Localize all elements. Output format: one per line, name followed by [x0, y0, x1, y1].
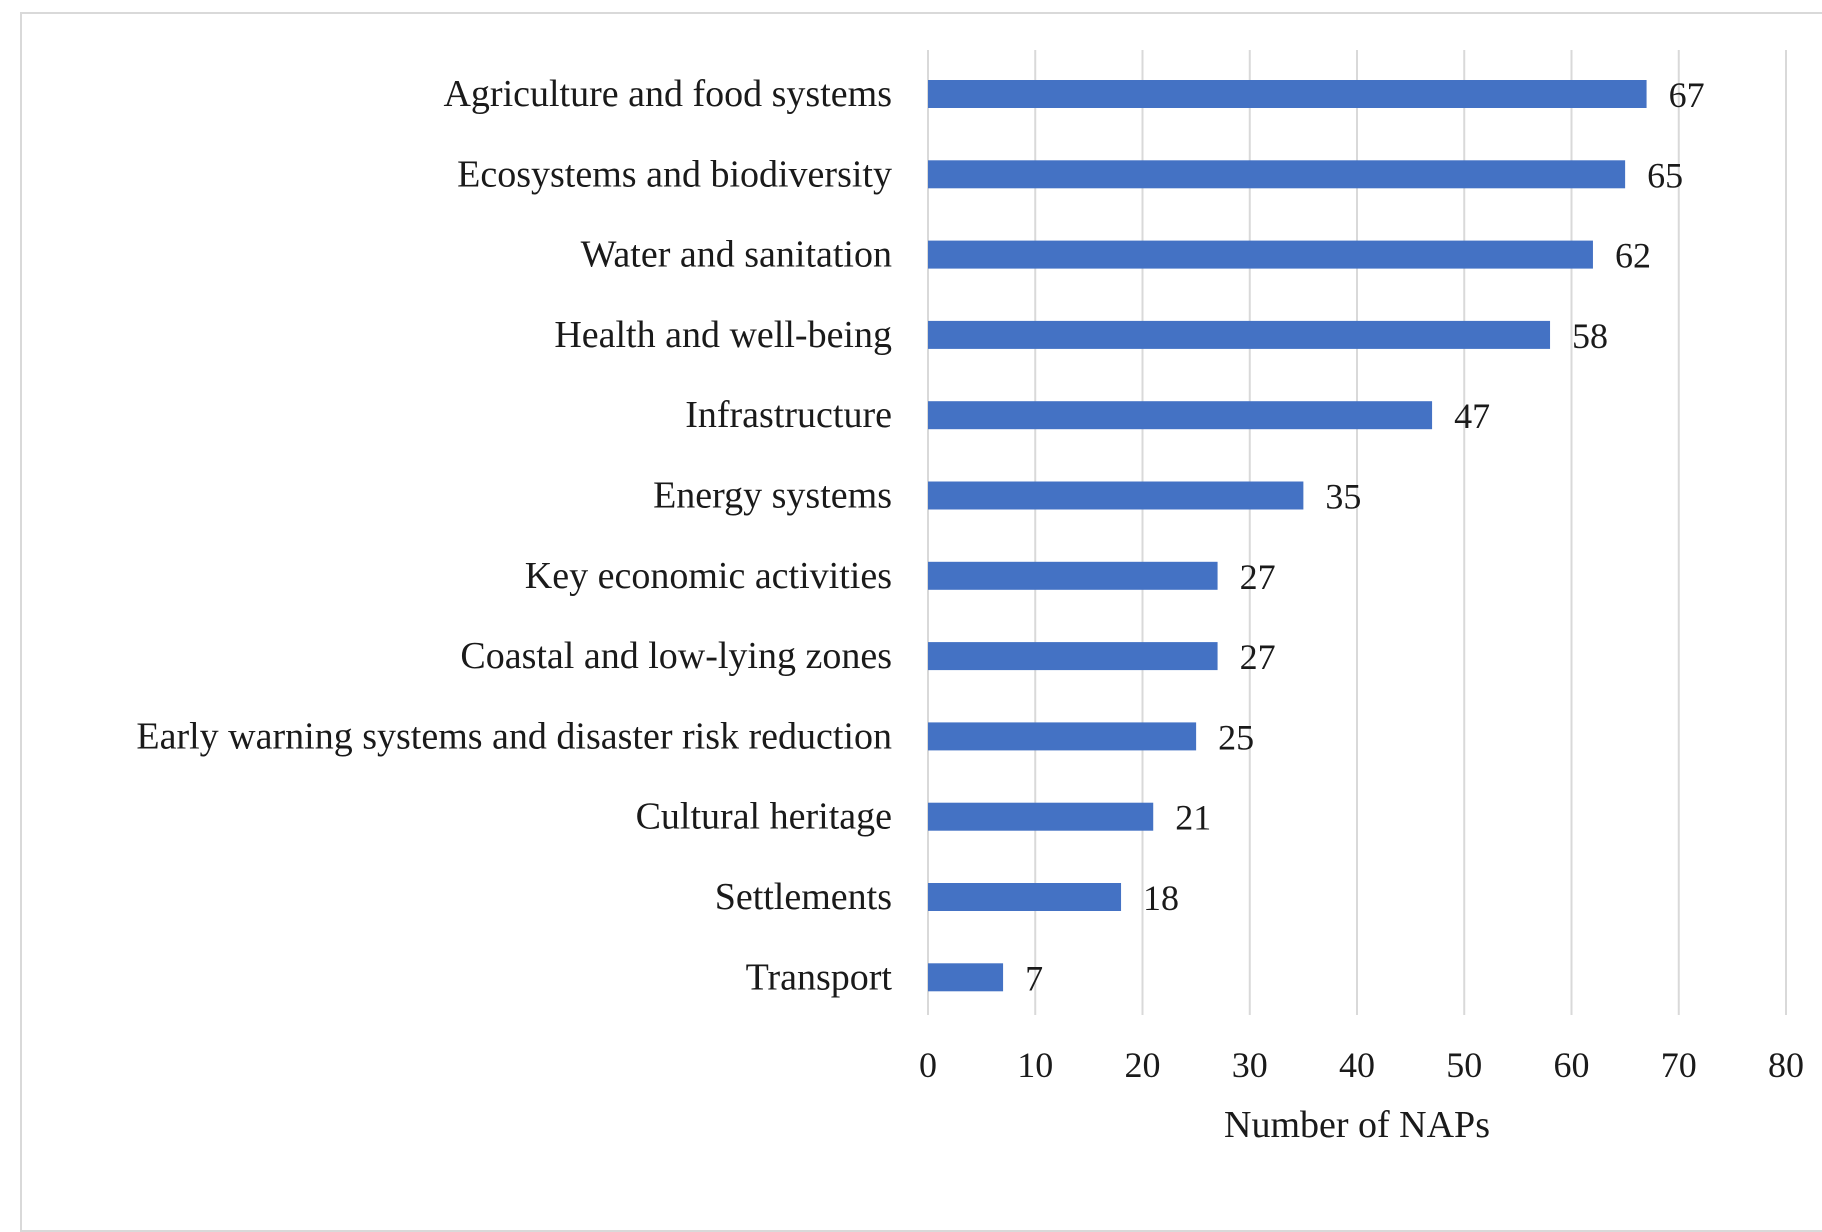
bars	[928, 80, 1647, 992]
x-axis-title: Number of NAPs	[1224, 1104, 1490, 1146]
category-label-2: Water and sanitation	[581, 234, 892, 276]
category-labels: Agriculture and food systems Ecosystems a…	[136, 73, 892, 998]
data-label-7: 27	[1240, 637, 1276, 677]
gridlines	[927, 50, 1787, 1015]
x-tick-label-20: 20	[1125, 1045, 1161, 1085]
data-label-4: 47	[1454, 396, 1490, 436]
x-tick-label-10: 10	[1017, 1045, 1053, 1085]
chart-frame	[20, 12, 1822, 1232]
x-tick-label-30: 30	[1232, 1045, 1268, 1085]
bar-10	[928, 883, 1122, 911]
category-label-9: Cultural heritage	[636, 796, 892, 838]
bar-4	[928, 401, 1433, 430]
category-label-0: Agriculture and food systems	[443, 73, 892, 115]
bar-chart: Agriculture and food systems Ecosystems a…	[136, 50, 1804, 1146]
category-label-1: Ecosystems and biodiversity	[457, 153, 892, 195]
x-tick-labels: 0 10 20 30 40 50 60 70 80	[919, 1045, 1804, 1085]
x-tick-label-0: 0	[919, 1045, 937, 1085]
x-tick-label-40: 40	[1339, 1045, 1375, 1085]
data-label-2: 62	[1615, 236, 1651, 276]
data-label-5: 35	[1325, 477, 1361, 517]
category-label-11: Transport	[746, 956, 893, 998]
data-label-8: 25	[1218, 717, 1254, 757]
bar-9	[928, 802, 1154, 831]
data-label-3: 58	[1572, 316, 1608, 356]
x-tick-label-60: 60	[1554, 1045, 1590, 1085]
category-label-7: Coastal and low-lying zones	[460, 635, 892, 677]
x-tick-label-80: 80	[1768, 1045, 1804, 1085]
data-label-10: 18	[1143, 878, 1179, 918]
bar-5	[928, 481, 1304, 510]
data-label-1: 65	[1647, 155, 1683, 195]
bar-0	[928, 80, 1647, 108]
category-label-5: Energy systems	[653, 475, 892, 517]
data-label-0: 67	[1669, 75, 1705, 115]
data-label-11: 7	[1025, 958, 1043, 998]
data-label-6: 27	[1240, 557, 1276, 597]
bar-6	[928, 561, 1218, 590]
x-tick-label-70: 70	[1661, 1045, 1697, 1085]
bar-8	[928, 722, 1197, 751]
x-tick-label-50: 50	[1446, 1045, 1482, 1085]
bar-7	[928, 642, 1218, 671]
bar-11	[928, 963, 1004, 992]
data-label-9: 21	[1175, 798, 1211, 838]
category-label-10: Settlements	[715, 876, 892, 918]
category-label-6: Key economic activities	[525, 555, 892, 597]
bar-3	[928, 320, 1551, 349]
bar-2	[928, 240, 1593, 269]
bar-1	[928, 160, 1626, 189]
category-label-4: Infrastructure	[685, 394, 892, 436]
category-label-3: Health and well-being	[554, 314, 892, 356]
category-label-8: Early warning systems and disaster risk …	[136, 715, 892, 757]
